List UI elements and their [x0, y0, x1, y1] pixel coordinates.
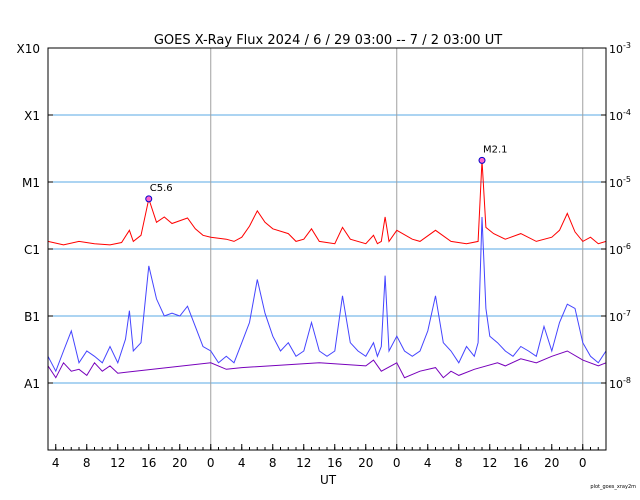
chart-title: GOES X-Ray Flux 2024 / 6 / 29 03:00 -- 7… [154, 33, 502, 48]
x-tick-label-15: 16 [513, 456, 528, 470]
flare-marker-1 [478, 156, 486, 164]
x-tick-label-2: 12 [110, 456, 125, 470]
right-axis-exponent-0: -3 [623, 41, 631, 50]
x-tick-label-8: 12 [296, 456, 311, 470]
x-tick-label-17: 0 [579, 456, 587, 470]
flare-marker-0 [145, 195, 153, 203]
series-layer [47, 160, 607, 379]
series-line-1 [47, 216, 607, 373]
plot-credit: plot_goes_xray2m [590, 484, 636, 490]
x-tick-label-13: 8 [455, 456, 463, 470]
x-axis-label: UT [320, 473, 337, 487]
x-tick-label-3: 16 [141, 456, 156, 470]
right-axis: 10-3 10-4 10-5 10-6 10-7 10-8 [601, 41, 631, 391]
right-axis-exponent-4: -7 [623, 309, 631, 318]
right-axis-exponent-2: -5 [623, 175, 631, 184]
left-axis-label-5: A1 [24, 377, 40, 391]
x-tick-label-9: 16 [327, 456, 342, 470]
day-boundaries [210, 48, 584, 450]
right-axis-exponent-5: -8 [623, 376, 631, 385]
left-axis-label-0: X10 [17, 42, 41, 56]
x-tick-label-11: 0 [393, 456, 401, 470]
right-axis-label-5: 10-8 [609, 376, 631, 391]
x-tick-label-0: 4 [52, 456, 60, 470]
x-tick-label-4: 20 [172, 456, 187, 470]
x-tick-label-10: 20 [358, 456, 373, 470]
x-tick-label-5: 0 [207, 456, 215, 470]
x-minor-ticks [47, 447, 607, 450]
x-tick-label-7: 8 [269, 456, 277, 470]
left-axis: X10 X1 M1 C1 B1 A1 [17, 42, 53, 391]
grid [48, 114, 606, 384]
right-axis-label-3: 10-6 [609, 242, 631, 257]
left-axis-label-3: C1 [24, 243, 40, 257]
x-axis: 4 8 12 16 20 0 4 8 12 16 20 0 4 8 12 16 20 0 [47, 444, 607, 470]
flare-label-1: M2.1 [483, 144, 508, 155]
annotations: C5.6 M2.1 [145, 144, 508, 203]
right-axis-label-2: 10-5 [609, 175, 631, 190]
left-axis-label-2: M1 [22, 176, 40, 190]
x-tick-label-14: 12 [482, 456, 497, 470]
right-axis-exponent-1: -4 [623, 108, 631, 117]
x-tick-label-16: 20 [544, 456, 559, 470]
right-axis-exponent-3: -6 [623, 242, 631, 251]
x-tick-label-12: 4 [424, 456, 432, 470]
left-axis-label-1: X1 [24, 109, 40, 123]
series-line-2 [47, 350, 607, 379]
flare-label-0: C5.6 [150, 183, 173, 194]
series-line-0 [47, 160, 607, 246]
left-axis-label-4: B1 [24, 310, 40, 324]
right-axis-label-1: 10-4 [609, 108, 631, 123]
right-axis-label-4: 10-7 [609, 309, 631, 324]
x-tick-label-1: 8 [83, 456, 91, 470]
right-axis-label-0: 10-3 [609, 41, 631, 56]
x-tick-label-6: 4 [238, 456, 246, 470]
